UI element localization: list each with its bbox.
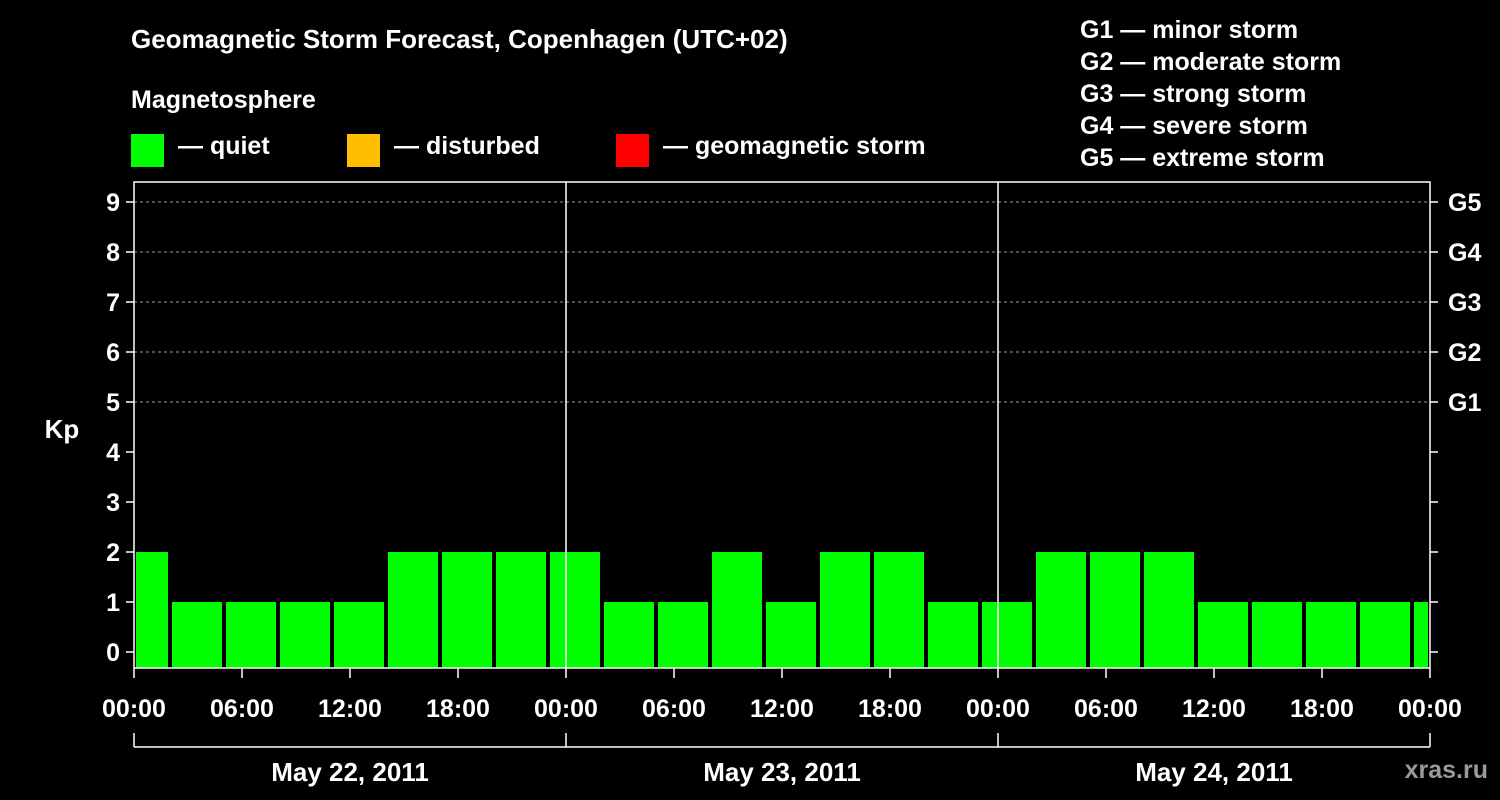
bar-9: [604, 602, 654, 668]
y-tick-label-3: 3: [106, 489, 120, 517]
bar-21: [1252, 602, 1302, 668]
x-tick-label-1: 06:00: [210, 695, 274, 723]
legend-label-storm: — geomagnetic storm: [663, 131, 926, 160]
y-tick-label-6: 6: [106, 339, 120, 367]
legend-item-storm: — geomagnetic storm: [616, 131, 926, 167]
chart-subtitle: Magnetosphere: [131, 86, 316, 114]
right-tick-label-g2: G2: [1448, 339, 1481, 367]
chart-title: Geomagnetic Storm Forecast, Copenhagen (…: [131, 24, 788, 54]
storm-level-g5: G5 — extreme storm: [1080, 144, 1325, 172]
y-tick-label-4: 4: [106, 439, 120, 467]
bar-20: [1198, 602, 1248, 668]
storm-level-g4: G4 — severe storm: [1080, 112, 1308, 140]
y-tick-label-1: 1: [106, 589, 120, 617]
bar-17: [1036, 552, 1086, 668]
x-tick-label-11: 18:00: [1290, 695, 1354, 723]
bar-11: [712, 552, 762, 668]
y-tick-label-9: 9: [106, 189, 120, 217]
bar-2: [226, 602, 276, 668]
y-tick-label-5: 5: [106, 389, 120, 417]
bar-13: [820, 552, 870, 668]
watermark: xras.ru: [1404, 756, 1488, 784]
bar-23: [1360, 602, 1410, 668]
bar-16: [982, 602, 1032, 668]
x-tick-label-9: 06:00: [1074, 695, 1138, 723]
legend-item-disturbed: — disturbed: [347, 131, 540, 167]
storm-level-g1: G1 — minor storm: [1080, 16, 1299, 44]
legend-swatch-quiet: [131, 133, 164, 167]
storm-level-g2: G2 — moderate storm: [1080, 48, 1342, 76]
y-tick-label-8: 8: [106, 239, 120, 267]
day-label-2: May 24, 2011: [1135, 757, 1293, 787]
grid-lines: [134, 201, 1430, 403]
x-tick-label-6: 12:00: [750, 695, 814, 723]
y-tick-label-0: 0: [106, 639, 120, 667]
bar-7: [496, 552, 546, 668]
x-tick-label-5: 06:00: [642, 695, 706, 723]
bar-15: [928, 602, 978, 668]
axes: 0 1 2 3 4 5 6 7 8 9 G1 G2 G3 G4 G5 00:00 06:00 12:00 18:00…: [102, 181, 1481, 787]
x-tick-label-0: 00:00: [102, 695, 166, 723]
y-tick-label-2: 2: [106, 539, 120, 567]
day-label-1: May 23, 2011: [703, 757, 861, 787]
right-tick-label-g4: G4: [1448, 239, 1481, 267]
bar-4: [334, 602, 384, 668]
bar-14: [874, 552, 924, 668]
legend-label-quiet: — quiet: [178, 131, 270, 160]
storm-level-legend: G1 — minor storm G2 — moderate storm G3 …: [1080, 14, 1341, 174]
bar-8: [550, 552, 600, 668]
right-tick-label-g5: G5: [1448, 189, 1481, 217]
legend-item-quiet: — quiet: [131, 131, 270, 167]
bar-series-kp: [136, 552, 1428, 668]
x-tick-label-10: 12:00: [1182, 695, 1246, 723]
bar-0: [136, 552, 168, 668]
bar-5: [388, 552, 438, 668]
x-tick-label-12: 00:00: [1398, 695, 1462, 723]
x-tick-label-2: 12:00: [318, 695, 382, 723]
x-tick-label-7: 18:00: [858, 695, 922, 723]
bar-12: [766, 602, 816, 668]
y-tick-label-7: 7: [106, 289, 120, 317]
bar-18: [1090, 552, 1140, 668]
bar-6: [442, 552, 492, 668]
legend-label-disturbed: — disturbed: [394, 131, 540, 160]
x-tick-label-3: 18:00: [426, 695, 490, 723]
x-tick-label-4: 00:00: [534, 695, 598, 723]
bar-3: [280, 602, 330, 668]
legend-swatch-disturbed: [347, 133, 380, 167]
plot-frame: [133, 181, 1431, 669]
right-tick-label-g1: G1: [1448, 389, 1481, 417]
right-tick-label-g3: G3: [1448, 289, 1481, 317]
x-tick-label-8: 00:00: [966, 695, 1030, 723]
legend-swatch-storm: [616, 133, 649, 167]
bar-1: [172, 602, 222, 668]
bar-22: [1306, 602, 1356, 668]
storm-level-g3: G3 — strong storm: [1080, 80, 1307, 108]
day-label-0: May 22, 2011: [271, 757, 429, 787]
y-axis-label: Kp: [45, 414, 80, 444]
bar-24: [1414, 602, 1428, 668]
bar-10: [658, 602, 708, 668]
bar-19: [1144, 552, 1194, 668]
